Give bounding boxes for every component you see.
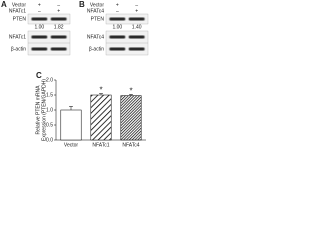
- ratio: 1.82: [54, 24, 64, 30]
- ratio: 1.00: [34, 24, 44, 30]
- band-label: PTEN: [13, 16, 27, 22]
- band: [128, 35, 145, 39]
- band: [50, 17, 67, 21]
- lane-mark: –: [38, 8, 41, 14]
- y-axis-label: Relative PTEN mRNA: [35, 85, 41, 135]
- band: [128, 47, 145, 51]
- bar: [120, 95, 142, 141]
- y-tick-label: 0.5: [46, 122, 53, 128]
- band: [31, 17, 48, 21]
- panel-label: A: [1, 0, 7, 9]
- band: [109, 47, 126, 51]
- blot-box: [27, 13, 71, 25]
- panel-label: C: [36, 71, 42, 80]
- band: [31, 47, 48, 51]
- x-tick-label: NFATc4: [122, 142, 139, 148]
- band: [50, 35, 67, 39]
- lane-mark: +: [57, 8, 60, 14]
- ratio: 1.00: [112, 24, 122, 30]
- band-label: β-actin: [89, 46, 104, 52]
- band-label: NFATc4: [87, 34, 104, 40]
- ratio: 1.40: [132, 24, 142, 30]
- x-tick-label: NFATc1: [92, 142, 109, 148]
- band: [31, 35, 48, 39]
- lane-mark: +: [38, 2, 41, 8]
- band-label: β-actin: [11, 46, 26, 52]
- significance-mark: *: [129, 87, 132, 96]
- row-label: Vector: [90, 2, 105, 8]
- lane-mark: +: [116, 2, 119, 8]
- lane-mark: +: [135, 8, 138, 14]
- row-label: NFATc1: [9, 8, 26, 14]
- lane-mark: –: [57, 2, 60, 8]
- significance-mark: *: [99, 86, 102, 95]
- bar: [60, 109, 82, 141]
- y-tick-label: 1.0: [46, 107, 53, 113]
- row-label: NFATc4: [87, 8, 104, 14]
- band: [109, 35, 126, 39]
- bar: [90, 94, 112, 141]
- lane-mark: –: [116, 8, 119, 14]
- lane-mark: –: [135, 2, 138, 8]
- y-tick-label: 0.0: [46, 137, 53, 143]
- row-label: Vector: [12, 2, 27, 8]
- band-label: PTEN: [91, 16, 105, 22]
- panel-label: B: [79, 0, 85, 9]
- band: [50, 47, 67, 51]
- y-tick-label: 1.5: [46, 92, 53, 98]
- band-label: NFATc1: [9, 34, 26, 40]
- blot-box: [105, 13, 149, 25]
- y-tick-label: 2.0: [46, 77, 53, 83]
- band: [109, 17, 126, 21]
- x-tick-label: Vector: [64, 142, 79, 148]
- band: [128, 17, 145, 21]
- y-axis-label: Expression (PTEN/GAPDH): [41, 79, 47, 141]
